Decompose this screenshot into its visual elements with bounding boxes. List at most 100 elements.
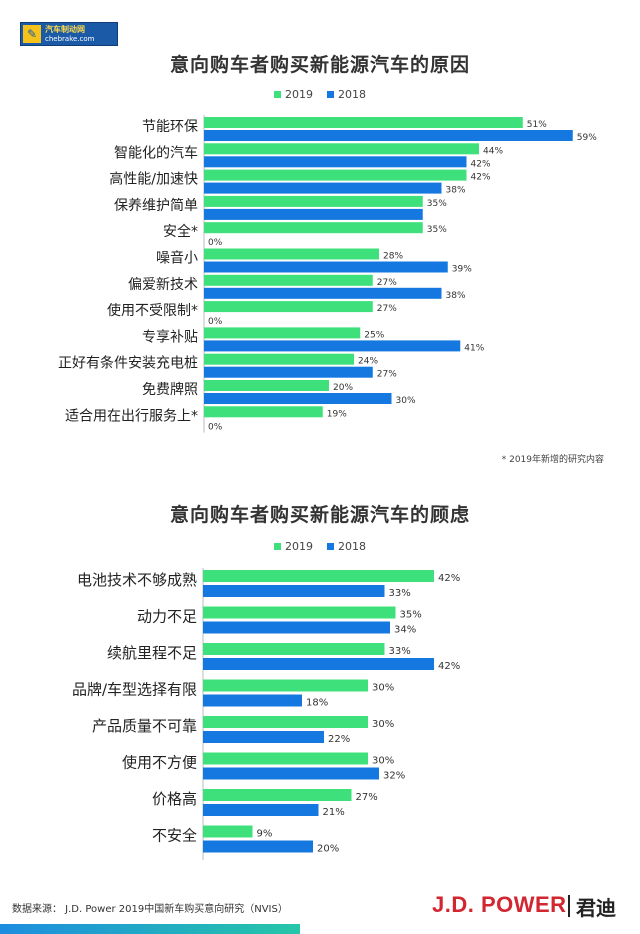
chart1-plot: 节能环保 51% 59% 智能化的汽车 44% 42% 高性能/加速快 42% 38% 保养维护简… bbox=[58, 115, 597, 433]
value-label-2019: 35% bbox=[400, 610, 422, 621]
category-label: 专享补贴 bbox=[142, 328, 198, 345]
chart2-legend: 2019 2018 bbox=[0, 540, 640, 553]
value-label-2018: 39% bbox=[452, 265, 472, 275]
category-label: 保养维护简单 bbox=[114, 197, 198, 214]
value-label-2018: 21% bbox=[323, 807, 345, 818]
category-label: 品牌/车型选择有限 bbox=[72, 681, 197, 699]
bottom-accent-bar bbox=[0, 924, 300, 934]
bar-2018 bbox=[204, 261, 448, 273]
site-logo: ✎ 汽车制动网 chebrake.com bbox=[20, 22, 118, 46]
logo-line1: 汽车制动网 bbox=[45, 24, 85, 34]
brand-logo: J.D. POWER bbox=[432, 892, 567, 917]
value-label-2019: 28% bbox=[383, 252, 403, 262]
legend-label-2019: 2019 bbox=[285, 88, 313, 101]
bar-2018 bbox=[204, 208, 423, 220]
category-label: 电池技术不够成熟 bbox=[77, 571, 197, 589]
category-label: 高性能/加速快 bbox=[109, 171, 198, 188]
category-label: 使用不受限制* bbox=[107, 302, 198, 319]
value-label-2018: 34% bbox=[394, 625, 416, 636]
chart1-footnote: * 2019年新增的研究内容 bbox=[501, 455, 604, 465]
value-label-2018: 42% bbox=[471, 159, 491, 169]
category-label: 价格高 bbox=[152, 790, 197, 808]
value-label-2019: 42% bbox=[471, 173, 491, 183]
value-label-2018: 0% bbox=[208, 317, 223, 327]
bar-2019 bbox=[203, 606, 396, 619]
bar-2019 bbox=[204, 117, 523, 128]
bar-2018 bbox=[204, 182, 442, 194]
value-label-2018: 0% bbox=[208, 238, 223, 248]
bar-2018 bbox=[203, 767, 379, 780]
tool-icon: ✎ bbox=[23, 25, 41, 43]
legend-swatch-2018 bbox=[327, 91, 334, 98]
legend-item-2019: 2019 bbox=[274, 88, 313, 101]
bar-2019 bbox=[204, 169, 467, 181]
chart2-title: 意向购车者购买新能源汽车的顾虑 bbox=[169, 504, 470, 526]
value-label-2019: 27% bbox=[377, 278, 397, 288]
value-label-2019: 9% bbox=[257, 829, 273, 840]
value-label-2018: 38% bbox=[446, 186, 466, 196]
legend-item-2018: 2018 bbox=[327, 540, 366, 553]
value-label-2018: 27% bbox=[377, 370, 397, 380]
bar-2018 bbox=[203, 658, 434, 670]
bar-2019 bbox=[204, 301, 373, 313]
bar-2019 bbox=[204, 406, 323, 418]
bar-2018 bbox=[204, 130, 573, 141]
value-label-2019: 27% bbox=[356, 792, 378, 803]
bar-2018 bbox=[204, 340, 461, 352]
value-label-2018: 20% bbox=[317, 844, 339, 855]
category-label: 适合用在出行服务上* bbox=[65, 408, 198, 424]
value-label-2018: 30% bbox=[396, 396, 416, 406]
bar-2018 bbox=[203, 621, 390, 634]
value-label-2019: 35% bbox=[427, 225, 447, 235]
value-label-2018: 32% bbox=[383, 771, 405, 782]
bar-2019 bbox=[204, 222, 423, 234]
legend-swatch-2019 bbox=[274, 543, 281, 550]
value-label-2019: 25% bbox=[364, 330, 384, 340]
category-label: 噪音小 bbox=[156, 250, 198, 267]
chart1-title: 意向购车者购买新能源汽车的原因 bbox=[169, 54, 470, 76]
legend-label-2019: 2019 bbox=[285, 540, 313, 553]
bar-2019 bbox=[203, 825, 253, 838]
bar-2018 bbox=[204, 287, 442, 299]
value-label-2019: 44% bbox=[483, 146, 503, 156]
bar-2019 bbox=[203, 570, 434, 582]
legend-item-2019: 2019 bbox=[274, 540, 313, 553]
legend-label-2018: 2018 bbox=[338, 540, 366, 553]
bar-2018 bbox=[203, 731, 324, 743]
bar-2018 bbox=[203, 840, 313, 853]
category-label: 免费牌照 bbox=[142, 381, 198, 398]
value-label-2019: 30% bbox=[372, 683, 394, 694]
value-label-2018: 42% bbox=[438, 661, 460, 672]
value-label-2019: 24% bbox=[358, 357, 378, 367]
value-label-2018: 38% bbox=[446, 291, 466, 301]
value-label-2019: 30% bbox=[372, 756, 394, 767]
legend-swatch-2018 bbox=[327, 543, 334, 550]
category-label: 使用不方便 bbox=[122, 754, 197, 772]
value-label-2018: 33% bbox=[389, 588, 411, 599]
value-label-2018: 41% bbox=[464, 343, 484, 353]
legend-item-2018: 2018 bbox=[327, 88, 366, 101]
category-label: 安全* bbox=[163, 223, 198, 240]
bar-2019 bbox=[204, 274, 373, 286]
bar-2019 bbox=[204, 248, 379, 260]
brand-divider bbox=[568, 895, 570, 917]
value-label-2019: 19% bbox=[327, 409, 347, 419]
category-label: 不安全 bbox=[152, 827, 197, 845]
bar-2018 bbox=[204, 366, 373, 378]
category-label: 产品质量不可靠 bbox=[92, 717, 197, 735]
value-label-2019: 33% bbox=[389, 646, 411, 657]
bar-2018 bbox=[203, 804, 319, 816]
bar-2019 bbox=[204, 195, 423, 207]
category-label: 偏爱新技术 bbox=[128, 277, 198, 293]
bar-2018 bbox=[203, 585, 385, 597]
bar-2018 bbox=[204, 156, 467, 168]
bar-2019 bbox=[203, 752, 368, 765]
category-label: 续航里程不足 bbox=[107, 644, 197, 662]
legend-swatch-2019 bbox=[274, 91, 281, 98]
bar-2018 bbox=[204, 393, 392, 404]
bar-2019 bbox=[203, 679, 368, 692]
category-label: 节能环保 bbox=[142, 119, 198, 135]
value-label-2019: 42% bbox=[438, 573, 460, 584]
bar-2019 bbox=[204, 327, 361, 339]
brand-cn: 君迪 bbox=[576, 896, 616, 920]
